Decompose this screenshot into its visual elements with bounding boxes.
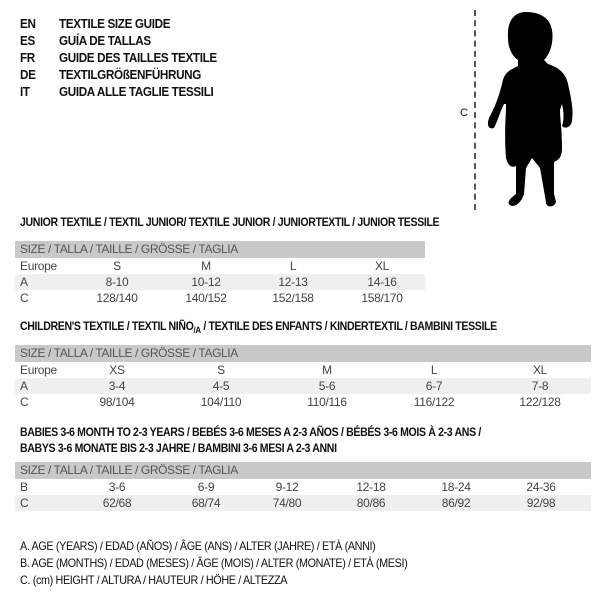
height-measure-label: C [460, 107, 468, 119]
table-cell: 9-12 [275, 480, 299, 494]
table-cell: 80/86 [356, 496, 386, 510]
table-cell: 8-10 [105, 275, 129, 289]
table-cell: M [322, 363, 332, 377]
table-cell: XL [374, 259, 390, 273]
table-cell: 68/74 [191, 496, 221, 510]
row-label: A [20, 379, 28, 393]
table-row: B 3-6 6-9 9-12 12-18 18-24 24-36 [15, 479, 591, 495]
row-label: C [20, 291, 29, 305]
babies-textile-title: BABIES 3-6 MONTH TO 2-3 YEARS / BEBÉS 3-… [20, 425, 481, 439]
legend-c: C. (cm) HEIGHT / ALTURA / HAUTEUR / HÖHE… [20, 573, 288, 587]
lang-code: IT [20, 84, 30, 99]
table-row: A 3-4 4-5 5-6 6-7 7-8 [15, 378, 591, 394]
row-label: A [20, 275, 28, 289]
table-cell: 3-6 [108, 480, 126, 494]
table-row: C 128/140 140/152 152/158 158/170 [15, 290, 425, 306]
table-cell: S [113, 259, 121, 273]
guide-title: GUIDE DES TAILLES TEXTILE [59, 50, 217, 65]
children-textile-title: CHILDREN'S TEXTILE / TEXTIL NIÑO/A / TEX… [20, 319, 497, 335]
title-subscript: /A [193, 325, 202, 335]
legend-a: A. AGE (YEARS) / EDAD (AÑOS) / ÂGE (ANS)… [20, 539, 376, 553]
legend-b: B. AGE (MONTHS) / EDAD (MESES) / ÂGE (MO… [20, 556, 408, 570]
row-label: B [20, 480, 28, 494]
height-measure-line [474, 10, 476, 210]
table-cell: 14-16 [367, 275, 397, 289]
row-label: C [20, 496, 29, 510]
guide-title: TEXTILE SIZE GUIDE [59, 16, 171, 31]
babies-textile-title-line2: BABYS 3-6 MONATE BIS 2-3 JAHRE / BAMBINI… [20, 441, 337, 455]
table-cell: 6-9 [197, 480, 215, 494]
table-cell: 122/128 [519, 395, 561, 409]
table-cell: 152/158 [272, 291, 314, 305]
table-cell: 140/152 [185, 291, 227, 305]
guide-title: TEXTILGRÖßENFÜHRUNG [59, 67, 202, 82]
table-cell: 86/92 [441, 496, 471, 510]
table-header: SIZE / TALLA / TAILLE / GRÖSSE / TAGLIA [15, 241, 425, 258]
lang-code: EN [20, 16, 36, 31]
table-cell: 62/68 [102, 496, 132, 510]
table-cell: 24-36 [526, 480, 556, 494]
guide-title: GUIDA ALLE TAGLIE TESSILI [59, 84, 214, 99]
table-cell: 12-13 [278, 275, 308, 289]
babies-size-table: SIZE / TALLA / TAILLE / GRÖSSE / TAGLIA … [15, 462, 591, 511]
lang-code: DE [20, 67, 36, 82]
table-cell: 74/80 [272, 496, 302, 510]
table-cell: 18-24 [441, 480, 471, 494]
table-cell: S [217, 363, 225, 377]
table-cell: 158/170 [361, 291, 403, 305]
table-row: C 98/104 104/110 110/116 116/122 122/128 [15, 394, 591, 410]
table-cell: 128/140 [96, 291, 138, 305]
title-text: CHILDREN'S TEXTILE / TEXTIL NIÑO [20, 319, 194, 333]
table-cell: XS [109, 363, 125, 377]
table-cell: 12-18 [356, 480, 386, 494]
table-cell: 10-12 [191, 275, 221, 289]
title-text-rest: / TEXTILE DES ENFANTS / KINDERTEXTIL / B… [200, 319, 497, 333]
table-cell: M [201, 259, 211, 273]
child-silhouette-icon [487, 12, 573, 207]
table-cell: 7-8 [531, 379, 549, 393]
table-row: Europe S M L XL [15, 258, 425, 274]
table-cell: L [430, 363, 438, 377]
table-header: SIZE / TALLA / TAILLE / GRÖSSE / TAGLIA [15, 462, 591, 479]
table-cell: 4-5 [212, 379, 230, 393]
table-cell: XL [532, 363, 548, 377]
table-cell: 98/104 [99, 395, 135, 409]
table-row: Europe XS S M L XL [15, 362, 591, 378]
junior-size-table: SIZE / TALLA / TAILLE / GRÖSSE / TAGLIA … [15, 241, 425, 306]
table-row: A 8-10 10-12 12-13 14-16 [15, 274, 425, 290]
lang-code: ES [20, 33, 35, 48]
guide-title: GUÍA DE TALLAS [59, 33, 151, 48]
table-cell: 3-4 [108, 379, 126, 393]
table-cell: 110/116 [307, 395, 347, 409]
table-cell: 6-7 [425, 379, 443, 393]
children-size-table: SIZE / TALLA / TAILLE / GRÖSSE / TAGLIA … [15, 345, 591, 410]
junior-textile-title: JUNIOR TEXTILE / TEXTIL JUNIOR/ TEXTILE … [20, 215, 440, 229]
table-cell: 5-6 [318, 379, 336, 393]
row-label: Europe [20, 363, 57, 377]
row-label: Europe [20, 259, 57, 273]
table-cell: 116/122 [413, 395, 455, 409]
table-row: C 62/68 68/74 74/80 80/86 86/92 92/98 [15, 495, 591, 511]
table-cell: 104/110 [200, 395, 242, 409]
table-cell: 92/98 [526, 496, 556, 510]
row-label: C [20, 395, 29, 409]
table-cell: L [289, 259, 297, 273]
lang-code: FR [20, 50, 35, 65]
table-header: SIZE / TALLA / TAILLE / GRÖSSE / TAGLIA [15, 345, 591, 362]
